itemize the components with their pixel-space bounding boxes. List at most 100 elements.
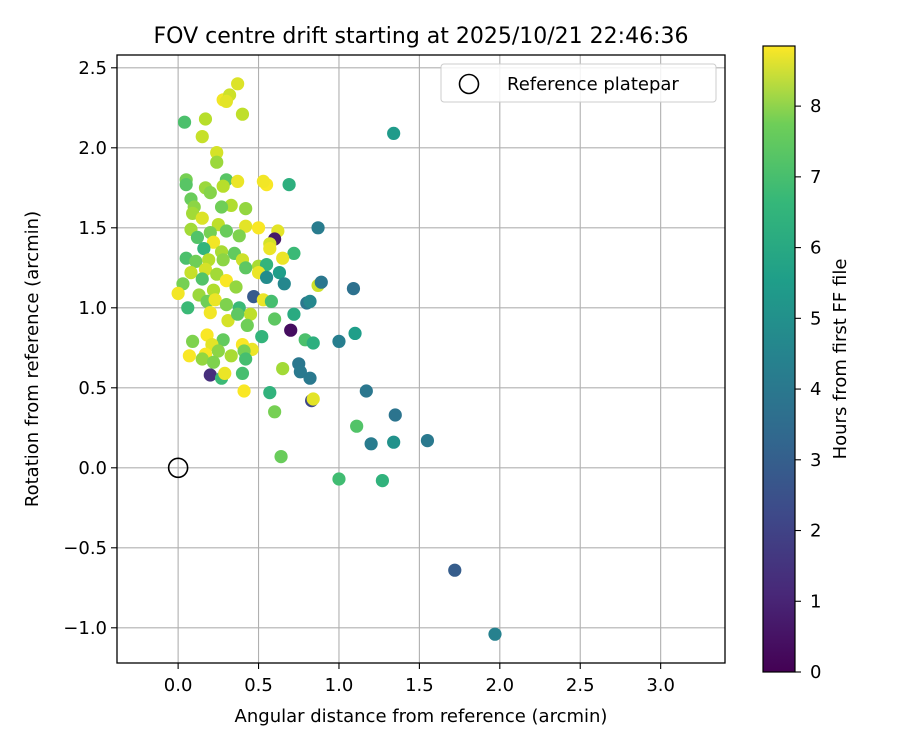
colorbar (762, 45, 796, 673)
y-tick-label: 0.5 (78, 378, 107, 399)
data-point (264, 294, 279, 308)
data-point (311, 221, 325, 235)
colorbar-tick-label: 0 (810, 662, 821, 683)
y-axis-ticks: −1.0 −0.5 0.0 0.5 1.0 1.5 2.0 2.5 (63, 58, 117, 639)
data-point (208, 293, 222, 307)
y-tick-label: 1.0 (78, 298, 107, 319)
data-point (293, 365, 307, 379)
data-point (350, 419, 364, 433)
data-point (259, 258, 274, 272)
data-point (332, 334, 346, 348)
data-point (387, 435, 401, 449)
data-point (263, 242, 277, 256)
x-tick-label: 1.0 (325, 675, 354, 696)
x-axis-label: Angular distance from reference (arcmin) (235, 706, 608, 727)
reference-point (167, 457, 189, 479)
x-axis-ticks: 0.0 0.5 1.0 1.5 2.0 2.5 3.0 (164, 663, 675, 696)
x-tick-label: 1.5 (405, 675, 434, 696)
data-point (216, 179, 230, 193)
y-tick-label: −1.0 (63, 618, 107, 639)
y-axis-label: Rotation from reference (arcmin) (22, 211, 43, 507)
data-point (195, 130, 209, 144)
colorbar-tick-label: 7 (810, 167, 821, 188)
colorbar-tick-label: 6 (810, 238, 821, 259)
data-point (255, 330, 269, 344)
data-point (448, 563, 462, 577)
data-point (232, 229, 246, 243)
data-point (364, 437, 378, 451)
data-point (235, 366, 250, 380)
data-point (203, 186, 217, 200)
legend-marker-icon (458, 73, 480, 95)
data-point (211, 344, 225, 358)
data-point (231, 77, 245, 91)
y-tick-label: −0.5 (63, 538, 107, 559)
data-point (190, 230, 205, 244)
data-point (243, 307, 258, 321)
data-point (348, 326, 362, 340)
grid-lines (117, 55, 725, 663)
data-point (198, 112, 213, 126)
colorbar-tick-label: 4 (810, 379, 821, 400)
colorbar-label: Hours from first FF file (830, 259, 851, 460)
colorbar-tick-label: 8 (810, 96, 821, 117)
data-point (219, 94, 233, 108)
data-point (276, 362, 290, 376)
data-point (185, 334, 200, 348)
data-point (231, 307, 245, 321)
data-point (214, 200, 229, 214)
data-point (229, 280, 243, 294)
x-tick-label: 2.5 (566, 675, 595, 696)
data-point (268, 405, 282, 419)
data-point (224, 349, 238, 363)
data-point (287, 307, 301, 321)
data-point (239, 219, 253, 233)
data-point (251, 221, 266, 235)
x-tick-label: 0.0 (164, 675, 193, 696)
data-point (256, 174, 270, 188)
data-point (235, 107, 250, 121)
data-point (181, 301, 195, 315)
data-point (282, 178, 296, 192)
data-point (216, 253, 230, 267)
data-point (195, 211, 209, 225)
data-point (195, 352, 209, 366)
data-point (182, 349, 196, 363)
data-point (488, 627, 502, 641)
y-tick-label: 2.0 (78, 138, 107, 159)
data-point (206, 235, 221, 249)
chart-title: FOV centre drift starting at 2025/10/21 … (154, 24, 689, 49)
data-point (203, 306, 217, 320)
data-point (375, 474, 389, 488)
data-point (219, 298, 233, 312)
data-point (239, 202, 253, 216)
data-point (268, 312, 282, 326)
y-tick-label: 2.5 (78, 58, 107, 79)
data-point (189, 254, 203, 268)
colorbar-tick-label: 1 (810, 591, 821, 612)
data-point (284, 323, 298, 337)
data-point (219, 224, 233, 238)
data-point (263, 386, 277, 400)
data-point (240, 318, 254, 332)
data-point (179, 178, 193, 192)
data-point (276, 251, 290, 265)
data-point (239, 261, 253, 275)
colorbar-tick-label: 3 (810, 450, 821, 471)
y-tick-label: 0.0 (78, 458, 107, 479)
data-point (195, 272, 209, 286)
data-point (221, 314, 235, 328)
data-point (274, 450, 288, 464)
data-point (239, 352, 253, 366)
data-point (306, 392, 320, 406)
data-point (314, 275, 328, 289)
y-tick-label: 1.5 (78, 218, 107, 239)
data-point (216, 333, 230, 347)
plot-area-frame (116, 54, 726, 664)
data-point (259, 270, 274, 284)
legend-entry-label: Reference platepar (507, 74, 679, 95)
data-point (171, 286, 185, 300)
data-point (210, 267, 224, 281)
data-point (272, 266, 287, 280)
